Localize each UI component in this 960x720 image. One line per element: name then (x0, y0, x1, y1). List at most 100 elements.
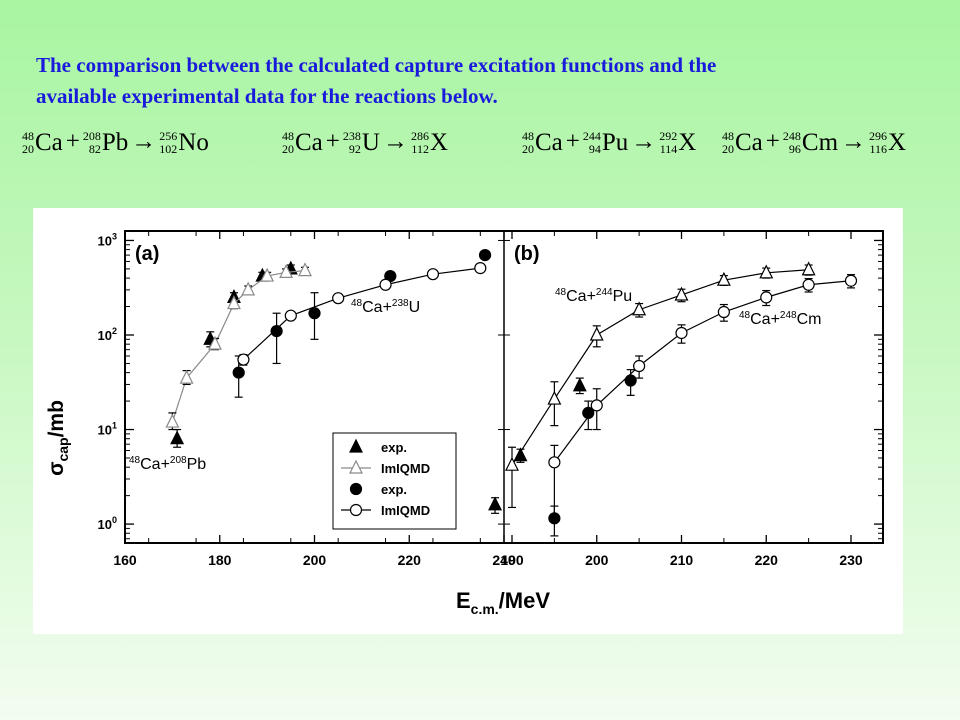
target-nucleus: 248 96 Cm (782, 129, 839, 157)
series-line-48Ca+248Cm (553, 280, 852, 463)
x-tick-label: 220 (755, 552, 779, 568)
data-point-open-circle (284, 309, 297, 322)
x-tick-label: 180 (208, 552, 232, 568)
data-point-open-circle (844, 274, 858, 287)
projectile-nucleus: 48 20 Ca (22, 129, 63, 157)
data-point-filled-circle (270, 324, 283, 338)
data-point-filled-circle (624, 374, 637, 387)
data-point-open-circle (426, 268, 440, 281)
y-tick-label: 100 (98, 515, 117, 532)
headline: The comparison between the calculated ca… (36, 50, 916, 112)
x-tick-label: 240 (492, 552, 516, 568)
data-point-open-triangle (208, 335, 222, 350)
legend-label: exp. (381, 482, 407, 497)
projectile-nucleus: 48 20 Ca (722, 129, 763, 157)
data-point-filled-triangle (572, 377, 587, 392)
data-point-open-triangle (165, 413, 180, 428)
data-point-open-triangle (759, 264, 774, 279)
reaction-equation-2: 48 20 Ca +238 92 U → 286 112 X (282, 128, 448, 157)
panel-label-a: (a) (135, 243, 159, 265)
data-point-open-triangle (226, 295, 241, 310)
annotation-ca-u: 48Ca+238U (351, 298, 420, 316)
data-point-open-triangle (279, 263, 294, 278)
y-tick-label: 101 (98, 421, 117, 438)
arrow-icon: → (631, 128, 657, 155)
x-tick-label: 210 (670, 552, 694, 568)
x-tick-label: 190 (500, 552, 524, 568)
data-point-open-circle (760, 291, 773, 304)
legend-marker-filled-circle (349, 482, 363, 496)
data-point-open-circle (802, 278, 815, 291)
data-point-open-triangle (589, 326, 604, 341)
arrow-icon: → (131, 128, 157, 155)
x-tick-label: 230 (839, 552, 863, 568)
projectile-nucleus: 48 20 Ca (282, 129, 323, 157)
y-tick-label: 102 (98, 326, 117, 343)
x-tick-label: 220 (398, 552, 422, 568)
data-point-open-circle (332, 292, 345, 305)
legend-label: exp. (381, 440, 407, 455)
projectile-nucleus: 48 20 Ca (522, 129, 563, 157)
data-point-open-circle (590, 399, 603, 412)
annotation-ca-pb: 48Ca+208Pb (129, 455, 206, 473)
data-point-open-circle (633, 359, 646, 373)
arrow-icon: → (841, 128, 867, 155)
series-line-48Ca+238U (243, 267, 481, 360)
plus-sign: + (565, 128, 580, 155)
headline-line-2: available experimental data for the reac… (36, 84, 498, 108)
compound-nucleus: 286 112 X (410, 129, 449, 157)
data-point-open-circle (548, 456, 561, 469)
legend-marker-open-circle (349, 503, 363, 517)
data-point-open-circle (474, 262, 487, 275)
data-point-filled-circle (478, 248, 492, 262)
compound-nucleus: 292 114 X (659, 129, 697, 157)
data-point-filled-circle (232, 366, 245, 379)
data-point-open-triangle (260, 267, 275, 282)
plus-sign: + (65, 128, 80, 155)
x-tick-label: 200 (303, 552, 327, 568)
data-point-open-triangle (674, 286, 689, 301)
data-point-open-triangle (801, 261, 816, 276)
data-point-open-triangle (179, 369, 194, 384)
reaction-equation-1: 48 20 Ca +208 82 Pb → 256 102 No (22, 128, 209, 157)
plot-panel: 100 101 102 103 160 180 200 220 240 190 200 210 220 2… (33, 208, 903, 634)
headline-line-1: The comparison between the calculated ca… (36, 53, 717, 77)
data-point-open-triangle (547, 390, 562, 405)
data-point-open-circle (379, 278, 392, 291)
reaction-equation-4: 48 20 Ca +248 96 Cm → 296 116 X (722, 128, 906, 157)
legend-label: ImIQMD (381, 461, 430, 476)
x-tick-label: 200 (585, 552, 609, 568)
plus-sign: + (325, 128, 340, 155)
data-point-open-triangle (241, 281, 256, 296)
target-nucleus: 244 94 Pu (582, 129, 629, 157)
target-nucleus: 238 92 U (342, 129, 380, 157)
compound-nucleus: 256 102 No (159, 129, 209, 157)
data-point-filled-circle (308, 307, 321, 320)
y-axis-label: σcap/mb (45, 400, 71, 476)
data-point-open-circle (717, 305, 730, 319)
series-line-48Ca+208Pb (171, 269, 306, 423)
series-line-48Ca+244Pu (511, 269, 809, 466)
data-point-filled-triangle (170, 430, 185, 445)
y-tick-label: 103 (98, 231, 117, 248)
reaction-equation-3: 48 20 Ca +244 94 Pu → 292 114 X (522, 128, 696, 157)
data-point-open-triangle (505, 456, 519, 471)
data-point-open-triangle (298, 262, 312, 277)
reaction-equations: 48 20 Ca +208 82 Pb → 256 102 No 48 20 Ca +238 92 U → 286… (0, 128, 960, 174)
plus-sign: + (765, 128, 780, 155)
data-point-open-triangle (632, 301, 647, 316)
target-nucleus: 208 82 Pb (82, 129, 129, 157)
data-point-open-circle (237, 353, 250, 366)
data-point-filled-triangle (488, 496, 503, 511)
data-point-open-circle (675, 326, 688, 340)
x-tick-label: 160 (113, 552, 137, 568)
arrow-icon: → (382, 128, 408, 155)
x-axis-label: Ec.m./MeV (456, 588, 550, 617)
compound-nucleus: 296 116 X (869, 129, 907, 157)
data-point-open-triangle (716, 271, 731, 286)
panel-label-b: (b) (514, 243, 540, 265)
annotation-ca-cm: 48Ca+248Cm (739, 310, 822, 328)
legend-label: ImIQMD (381, 503, 430, 518)
legend-marker-filled-triangle (349, 438, 363, 453)
